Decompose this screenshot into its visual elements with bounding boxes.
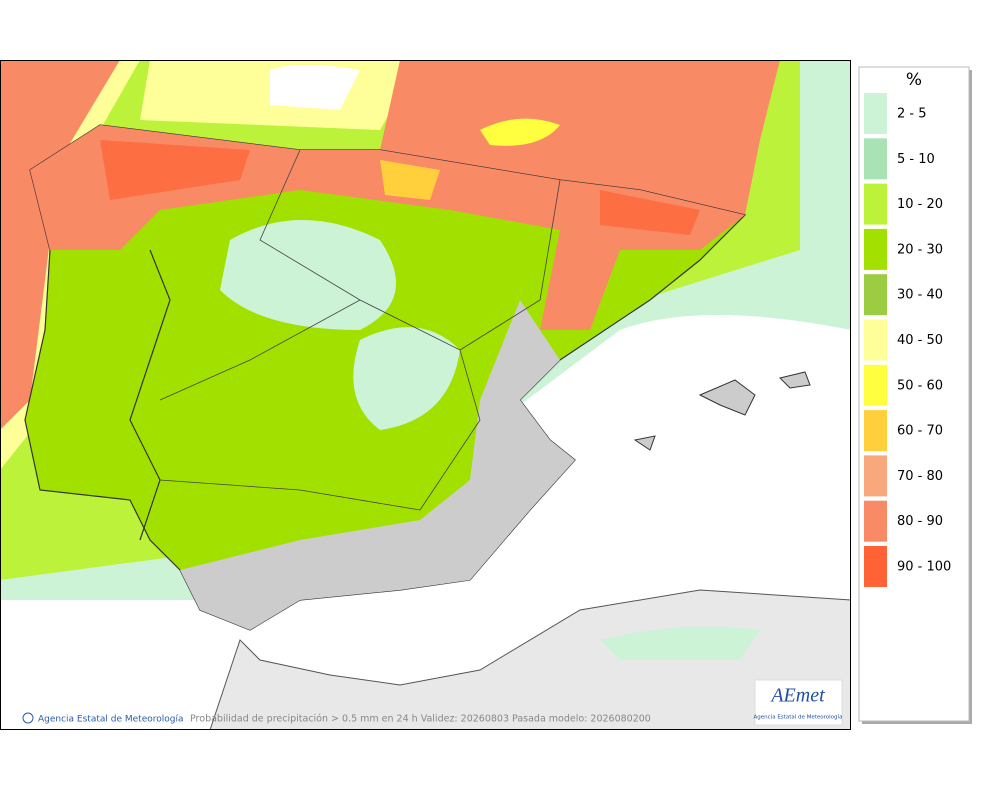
legend-label: 80 - 90 xyxy=(897,514,943,529)
caption: Probabilidad de precipitación > 0.5 mm e… xyxy=(190,714,651,725)
legend-label: 30 - 40 xyxy=(897,288,943,303)
legend-label: 40 - 50 xyxy=(897,333,943,348)
credit: Agencia Estatal de Meteorología xyxy=(38,715,184,725)
logo-subtitle: Agencia Estatal de Meteorología xyxy=(754,714,843,721)
logo-box xyxy=(754,679,843,726)
legend-swatch xyxy=(864,410,887,452)
legend-title: % xyxy=(906,70,922,90)
legend-swatch xyxy=(864,93,887,134)
legend-label: 70 - 80 xyxy=(897,469,943,484)
map xyxy=(0,60,851,730)
legend-swatch xyxy=(864,319,887,361)
legend-label: 90 - 100 xyxy=(897,560,951,575)
legend-swatch xyxy=(864,228,887,270)
legend-swatch xyxy=(864,183,887,225)
legend-items: 2 - 5 5 - 10 10 - 20 20 - 30 30 - 40 40 - 50 5… xyxy=(864,93,951,587)
legend-label: 60 - 70 xyxy=(897,424,943,439)
legend-label: 2 - 5 xyxy=(897,107,927,122)
legend-label: 10 - 20 xyxy=(897,197,943,212)
legend-swatch xyxy=(864,500,887,542)
legend-swatch xyxy=(864,455,887,497)
legend-swatch xyxy=(864,138,887,180)
legend-swatch xyxy=(864,546,887,587)
legend-swatch xyxy=(864,274,887,316)
legend-label: 50 - 60 xyxy=(897,378,943,393)
legend-swatch xyxy=(864,364,887,406)
legend-label: 5 - 10 xyxy=(897,152,935,167)
logo-name: AEmet xyxy=(769,685,825,707)
legend-label: 20 - 30 xyxy=(897,242,943,257)
